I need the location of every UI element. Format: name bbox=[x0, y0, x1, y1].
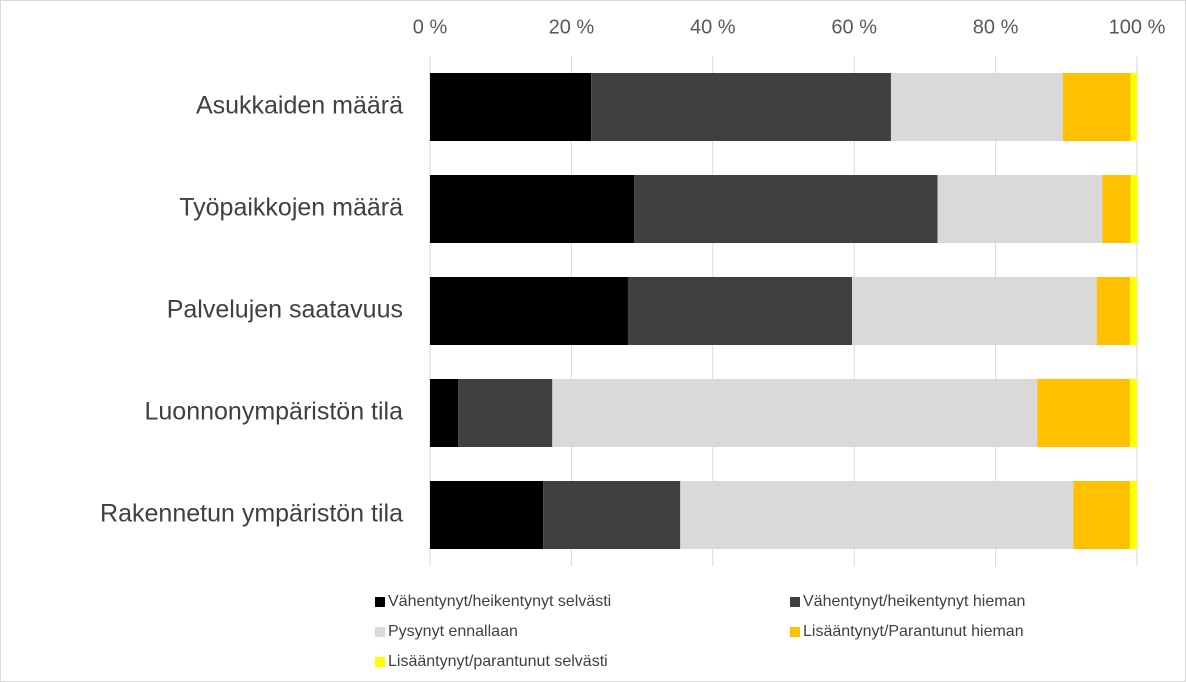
bar-segment bbox=[1037, 379, 1130, 447]
bar-segment bbox=[1130, 175, 1138, 243]
legend-label: Lisääntynyt/parantunut selvästi bbox=[388, 653, 608, 670]
bar-segment bbox=[591, 73, 891, 141]
bar-segment bbox=[680, 481, 1074, 549]
bar-segment bbox=[543, 481, 681, 549]
bar-segment bbox=[1129, 277, 1137, 345]
bar-segment bbox=[1130, 73, 1137, 141]
bar-segment bbox=[430, 277, 628, 345]
x-tick-label: 60 % bbox=[831, 16, 877, 38]
legend-swatch bbox=[375, 597, 385, 607]
bar-segment bbox=[937, 175, 1103, 243]
y-tick-label: Työpaikkojen määrä bbox=[179, 194, 403, 222]
bar-segment bbox=[430, 175, 635, 243]
bar-segment bbox=[430, 379, 459, 447]
bar-segment bbox=[627, 277, 853, 345]
y-tick-label: Palvelujen saatavuus bbox=[167, 296, 403, 324]
x-tick-label: 20 % bbox=[549, 16, 595, 38]
legend-swatch bbox=[790, 627, 800, 637]
bar-segment bbox=[1096, 277, 1130, 345]
y-tick-label: Asukkaiden määrä bbox=[196, 92, 403, 120]
legend-label: Vähentynyt/heikentynyt hieman bbox=[803, 593, 1025, 610]
legend-swatch bbox=[375, 627, 385, 637]
legend-label: Lisääntynyt/Parantunut hieman bbox=[803, 623, 1024, 640]
bar-segment bbox=[430, 481, 544, 549]
bar-segment bbox=[852, 277, 1097, 345]
bar-segment bbox=[1073, 481, 1130, 549]
legend-label: Pysynyt ennallaan bbox=[388, 623, 518, 640]
x-tick-label: 100 % bbox=[1109, 16, 1166, 38]
y-tick-label: Rakennetun ympäristön tila bbox=[100, 500, 403, 528]
y-tick-label: Luonnonympäristön tila bbox=[145, 398, 404, 426]
bar-segment bbox=[1102, 175, 1131, 243]
bar-segment bbox=[552, 379, 1038, 447]
bar-segment bbox=[1062, 73, 1131, 141]
bar-segment bbox=[1129, 379, 1137, 447]
bar-segment bbox=[634, 175, 938, 243]
x-tick-label: 40 % bbox=[690, 16, 736, 38]
legend-swatch bbox=[375, 657, 385, 667]
bar-segment bbox=[430, 73, 592, 141]
bar-segment bbox=[1129, 481, 1137, 549]
bar-segment bbox=[890, 73, 1063, 141]
legend-swatch bbox=[790, 597, 800, 607]
x-tick-label: 0 % bbox=[413, 16, 448, 38]
legend-label: Vähentynyt/heikentynyt selvästi bbox=[388, 593, 611, 610]
x-tick-label: 80 % bbox=[973, 16, 1019, 38]
bar-segment bbox=[458, 379, 553, 447]
